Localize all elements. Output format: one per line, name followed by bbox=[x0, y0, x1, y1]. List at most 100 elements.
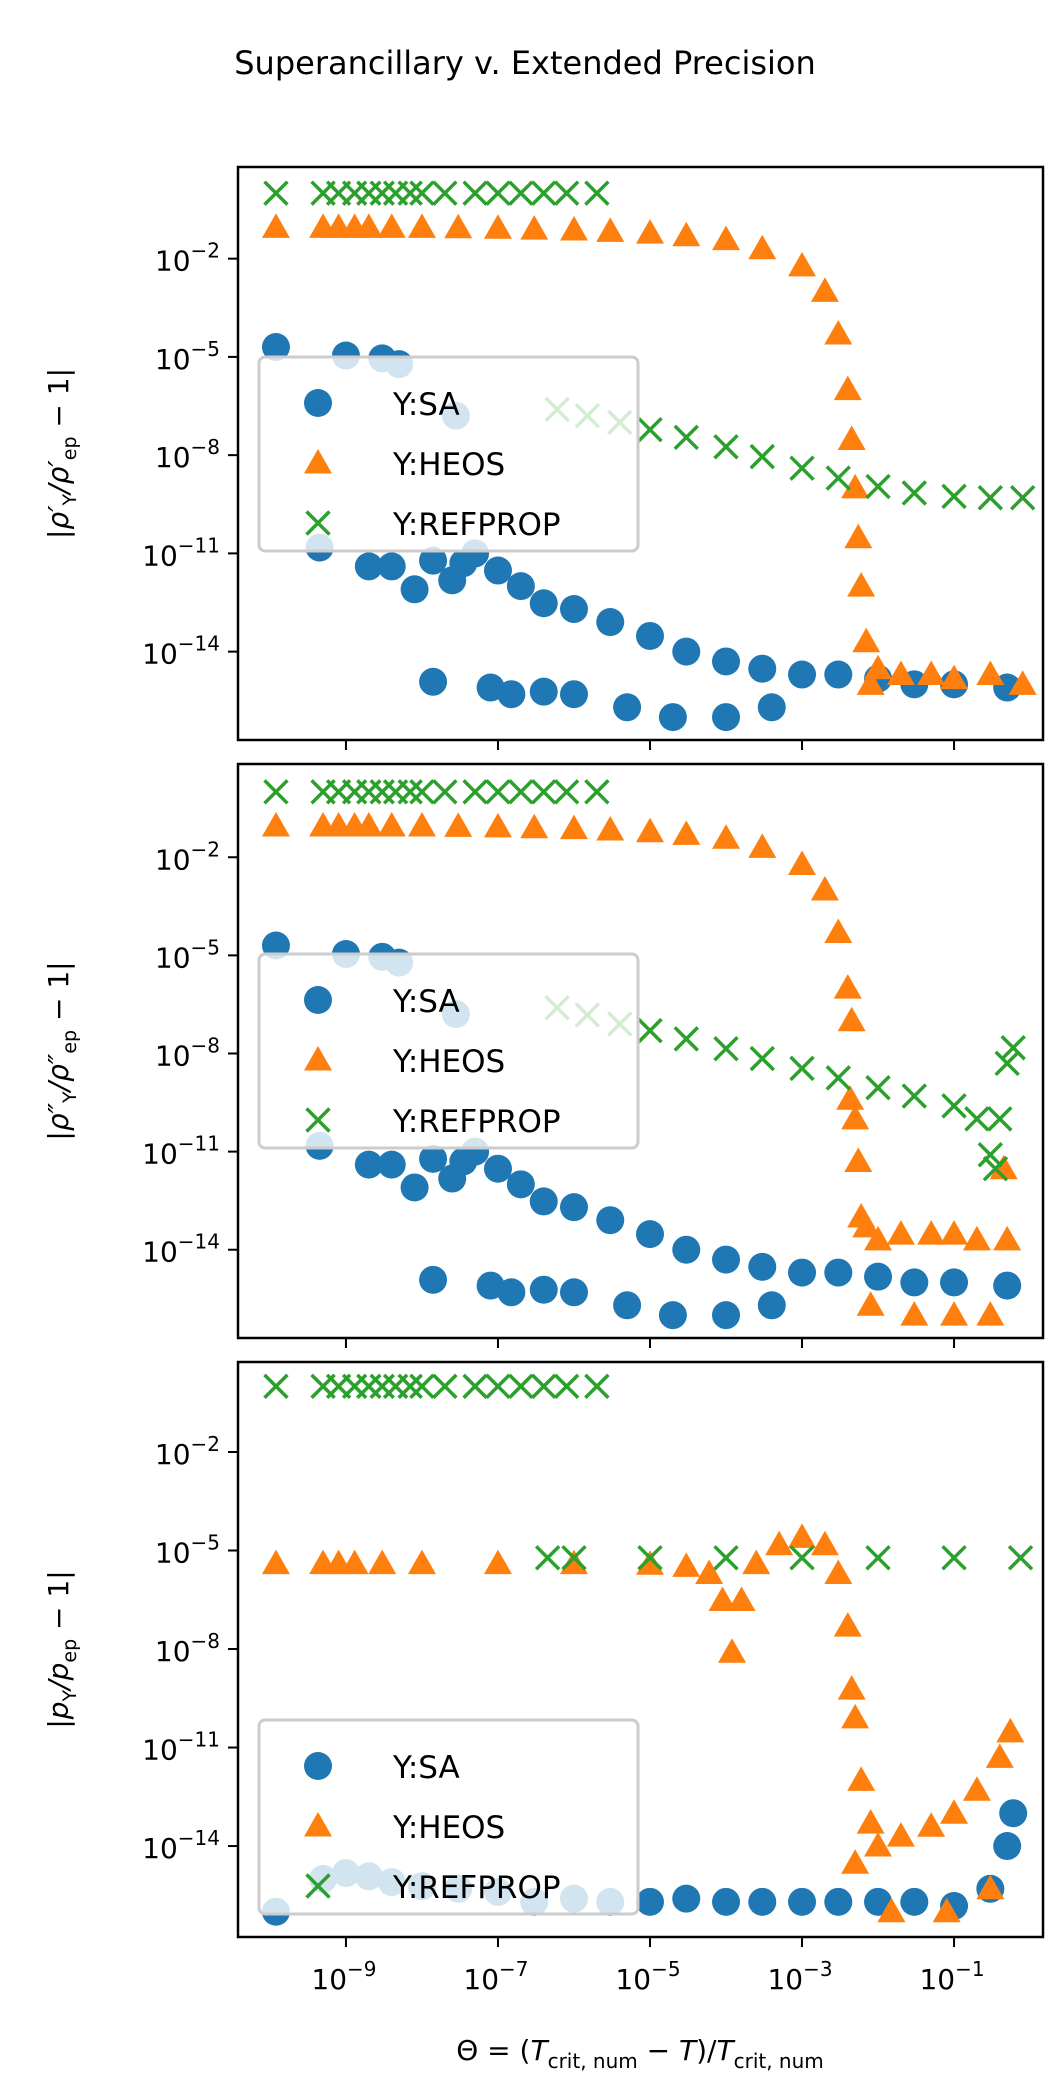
data-point bbox=[377, 213, 406, 238]
data-point bbox=[837, 1675, 866, 1700]
data-point bbox=[419, 546, 448, 575]
data-point bbox=[672, 1884, 701, 1913]
data-point bbox=[673, 424, 699, 451]
legend-marker-x bbox=[305, 1107, 331, 1133]
data-point bbox=[841, 473, 870, 499]
data-point bbox=[712, 647, 741, 676]
data-point bbox=[940, 1301, 969, 1326]
data-point bbox=[962, 1225, 991, 1251]
data-point bbox=[886, 1822, 915, 1847]
data-point bbox=[559, 216, 588, 241]
y-tick-label: 10−2 bbox=[155, 1432, 220, 1471]
panel-1: 10−2 10−5 10−8 10−11 10−14 |ρ′Y/ρ′ep − 1| Y:SA… bbox=[42, 165, 1045, 750]
data-point bbox=[748, 833, 777, 858]
data-point bbox=[561, 1545, 587, 1571]
data-point bbox=[261, 1549, 290, 1575]
legend-label: Y:REFPROP bbox=[392, 1870, 561, 1906]
legend-label: Y:HEOS bbox=[392, 1810, 505, 1846]
data-point bbox=[1008, 670, 1037, 695]
data-point bbox=[788, 1258, 817, 1287]
y-tick-label: 10−11 bbox=[142, 1728, 220, 1767]
data-point bbox=[635, 1550, 664, 1575]
data-point bbox=[824, 918, 853, 944]
data-point bbox=[977, 485, 1004, 511]
data-point bbox=[757, 1291, 786, 1320]
data-point bbox=[713, 1545, 739, 1571]
data-point bbox=[940, 1220, 969, 1245]
series-heos bbox=[261, 1523, 1025, 1923]
data-point bbox=[844, 523, 873, 549]
data-point bbox=[263, 180, 289, 206]
data-point bbox=[833, 375, 862, 401]
data-point bbox=[886, 660, 915, 686]
data-point bbox=[824, 320, 853, 345]
data-point bbox=[833, 1612, 862, 1637]
legend-label: Y:HEOS bbox=[392, 447, 505, 483]
data-point bbox=[841, 1104, 870, 1130]
data-point bbox=[900, 1887, 929, 1916]
data-point bbox=[397, 180, 423, 206]
data-point bbox=[672, 221, 701, 247]
data-point bbox=[810, 1530, 839, 1556]
data-point bbox=[672, 1552, 701, 1577]
data-point bbox=[637, 1545, 663, 1571]
data-point bbox=[864, 1887, 893, 1916]
data-point bbox=[982, 1155, 1009, 1182]
data-point bbox=[462, 1373, 488, 1400]
data-point bbox=[635, 621, 664, 650]
data-point bbox=[886, 1220, 915, 1245]
data-point bbox=[810, 277, 839, 302]
data-point bbox=[789, 455, 815, 481]
data-point bbox=[529, 1275, 558, 1304]
data-point bbox=[263, 1373, 289, 1400]
legend-box bbox=[257, 355, 640, 553]
data-point bbox=[1007, 1545, 1034, 1571]
x-axis-label: Θ = (Tcrit, num − T)/Tcrit, num bbox=[456, 2034, 824, 2073]
data-point bbox=[940, 1268, 969, 1297]
data-point bbox=[847, 1766, 876, 1791]
data-point bbox=[637, 1017, 663, 1044]
data-point bbox=[825, 1065, 852, 1091]
data-point bbox=[999, 1799, 1028, 1828]
data-point bbox=[419, 1144, 448, 1173]
data-point bbox=[462, 180, 488, 206]
legend-label: Y:REFPROP bbox=[392, 507, 561, 543]
y-tick-label: 10−14 bbox=[142, 1826, 220, 1865]
data-point bbox=[553, 1373, 580, 1400]
panel-2: 10−2 10−5 10−8 10−11 10−14 |ρ″Y/ρ″ep − 1| Y:SA… bbox=[42, 762, 1045, 1348]
data-point bbox=[788, 660, 817, 689]
data-point bbox=[673, 1026, 699, 1052]
data-point bbox=[695, 1559, 724, 1584]
data-point bbox=[485, 180, 511, 206]
series-refprop bbox=[263, 779, 1026, 1182]
y-tick-label: 10−5 bbox=[155, 935, 220, 974]
axes-frame bbox=[236, 762, 1045, 1340]
data-point bbox=[713, 434, 739, 460]
data-point bbox=[877, 1897, 906, 1923]
data-point bbox=[377, 1150, 406, 1179]
data-point bbox=[856, 670, 885, 695]
y-tick-label: 10−2 bbox=[155, 837, 220, 876]
data-point bbox=[864, 1225, 893, 1251]
data-point bbox=[940, 1799, 969, 1824]
data-point bbox=[508, 1373, 534, 1400]
data-point bbox=[836, 1085, 865, 1110]
data-point bbox=[789, 1545, 815, 1571]
y-tick-label: 10−11 bbox=[142, 1132, 220, 1171]
y-tick-label: 10−11 bbox=[142, 533, 220, 572]
data-point bbox=[852, 1212, 881, 1238]
data-point bbox=[748, 234, 777, 260]
data-point bbox=[553, 180, 580, 206]
data-point bbox=[788, 1523, 817, 1548]
x-tick-label: 10−3 bbox=[767, 1957, 832, 1996]
y-tick-label: 10−8 bbox=[155, 435, 220, 474]
data-point bbox=[865, 1074, 891, 1101]
data-point bbox=[508, 180, 534, 206]
y-tick-label: 10−14 bbox=[142, 1230, 220, 1269]
data-point bbox=[993, 1225, 1022, 1251]
data-point bbox=[976, 1874, 1005, 1900]
data-point bbox=[261, 333, 290, 362]
data-point bbox=[748, 1252, 777, 1281]
data-point bbox=[354, 1150, 383, 1179]
